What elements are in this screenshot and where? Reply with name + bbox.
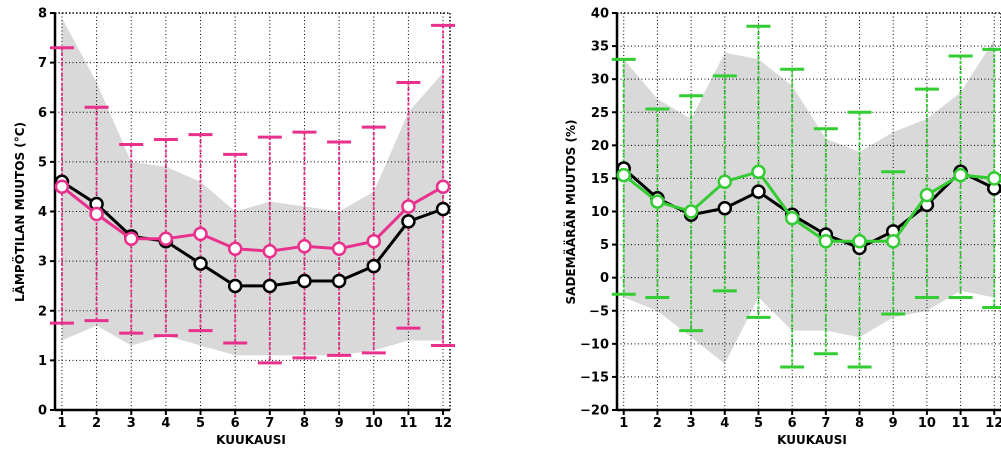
data-point <box>331 241 347 256</box>
x-tick-label: 12 <box>985 416 1001 431</box>
y-tick-label: −5 <box>589 304 609 319</box>
x-tick-label: 7 <box>265 416 274 431</box>
y-axis-title: SADEMÄÄRÄN MUUTOS (%) <box>563 120 578 305</box>
y-tick-label: −10 <box>580 337 609 352</box>
y-tick-label: 15 <box>591 172 609 187</box>
x-tick-label: 8 <box>300 416 309 431</box>
y-tick-label: 4 <box>38 205 47 220</box>
data-point <box>650 194 665 209</box>
data-point <box>885 234 901 249</box>
x-tick-label: 4 <box>720 416 729 431</box>
data-point <box>193 226 208 242</box>
x-tick-label: 3 <box>127 416 136 431</box>
x-axis-title: KUUKAUSI <box>216 433 286 447</box>
data-point <box>401 199 416 214</box>
data-point <box>818 234 834 249</box>
data-point <box>89 206 104 222</box>
data-point <box>751 164 766 180</box>
x-axis-title: KUUKAUSI <box>777 433 847 447</box>
data-point <box>366 258 382 274</box>
data-point <box>919 187 935 203</box>
x-tick-label: 9 <box>335 416 344 431</box>
x-tick-label: 5 <box>754 416 763 431</box>
x-tick-label: 1 <box>619 416 628 431</box>
data-point <box>751 184 766 199</box>
x-tick-label: 2 <box>653 416 662 431</box>
data-point <box>987 171 1001 186</box>
data-point <box>852 234 867 249</box>
y-tick-label: 40 <box>591 7 609 22</box>
data-point <box>331 273 347 289</box>
y-tick-label: 1 <box>38 354 47 369</box>
y-tick-label: 8 <box>38 7 47 22</box>
data-point <box>953 167 968 183</box>
data-point <box>717 200 733 216</box>
y-tick-label: 30 <box>591 73 609 88</box>
data-point <box>297 273 312 289</box>
data-point <box>297 238 312 254</box>
data-point <box>717 174 733 189</box>
y-tick-label: −20 <box>580 404 609 419</box>
x-tick-label: 6 <box>788 416 797 431</box>
x-tick-label: 2 <box>92 416 101 431</box>
data-point <box>683 204 699 219</box>
x-tick-label: 11 <box>399 416 417 431</box>
y-tick-label: 10 <box>591 205 609 220</box>
x-tick-label: 3 <box>687 416 696 431</box>
shaded-range-band <box>623 39 995 364</box>
x-tick-label: 4 <box>161 416 170 431</box>
x-tick-label: 1 <box>57 416 66 431</box>
y-tick-label: 0 <box>38 404 47 419</box>
y-tick-label: 3 <box>38 255 47 270</box>
y-tick-label: 20 <box>591 139 609 154</box>
data-point <box>366 234 382 249</box>
x-tick-label: 6 <box>231 416 240 431</box>
y-tick-label: 5 <box>38 155 47 170</box>
data-point <box>54 179 70 194</box>
y-tick-label: 0 <box>600 271 609 286</box>
data-point <box>435 179 451 194</box>
data-point <box>158 231 174 247</box>
x-tick-label: 8 <box>855 416 864 431</box>
data-point <box>784 210 800 226</box>
x-tick-label: 5 <box>196 416 205 431</box>
data-point <box>227 241 243 256</box>
y-tick-label: 2 <box>38 304 47 319</box>
y-tick-label: 6 <box>38 106 47 121</box>
y-tick-label: −15 <box>580 370 609 385</box>
data-point <box>262 278 278 294</box>
x-tick-label: 10 <box>365 416 383 431</box>
x-tick-label: 12 <box>434 416 452 431</box>
x-tick-label: 10 <box>918 416 936 431</box>
series-line <box>61 180 444 288</box>
y-tick-label: 25 <box>591 106 609 121</box>
data-point <box>227 278 243 294</box>
data-point <box>262 243 278 259</box>
data-point <box>123 231 139 247</box>
data-point <box>401 214 416 229</box>
data-point <box>435 201 451 217</box>
x-tick-label: 7 <box>821 416 830 431</box>
y-tick-label: 35 <box>591 40 609 55</box>
data-point <box>616 167 631 183</box>
x-tick-label: 11 <box>952 416 970 431</box>
y-axis-title: LÄMPÖTILAN MUUTOS (°C) <box>12 122 27 302</box>
y-tick-label: 5 <box>600 238 609 253</box>
x-tick-label: 9 <box>889 416 898 431</box>
y-tick-label: 7 <box>38 56 47 71</box>
data-point <box>193 256 208 271</box>
shaded-range-band <box>61 18 444 356</box>
